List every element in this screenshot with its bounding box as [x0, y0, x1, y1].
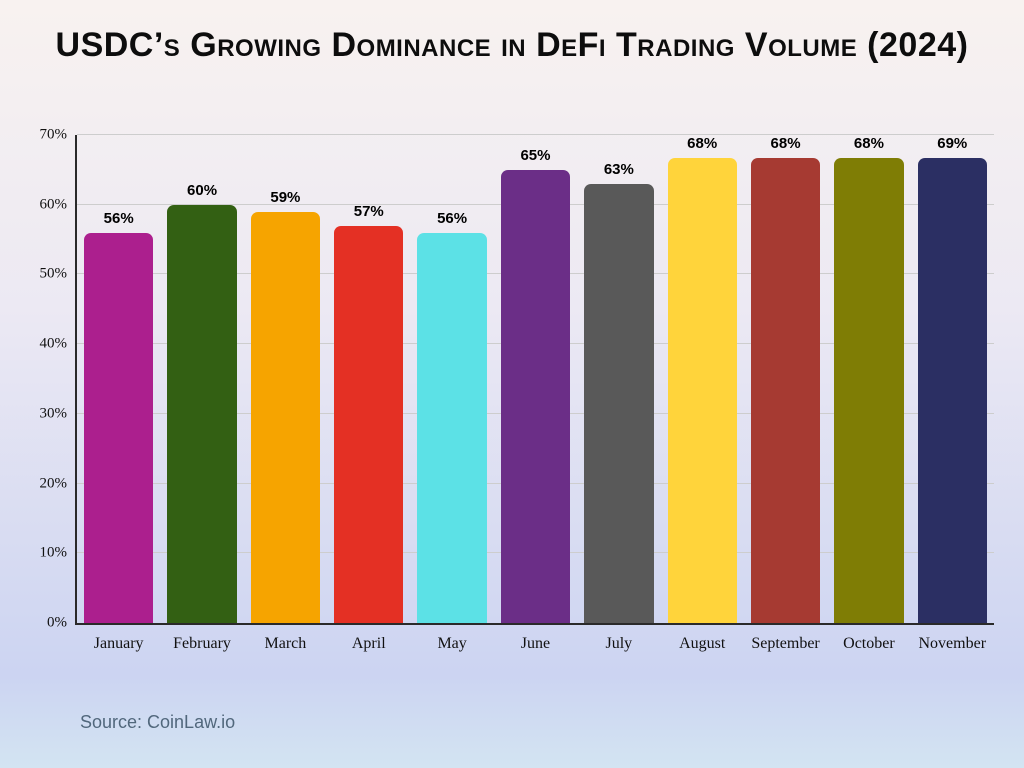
- bar-value-label: 63%: [603, 160, 634, 178]
- y-tick-label: 20%: [39, 475, 68, 492]
- bar-value-label: 68%: [687, 135, 718, 152]
- gridline: [77, 134, 994, 135]
- bar: [500, 169, 571, 623]
- source-caption: Source: CoinLaw.io: [80, 712, 236, 732]
- bar-value-label: 65%: [520, 146, 551, 164]
- y-tick-label: 10%: [39, 544, 68, 561]
- x-tick-label: October: [843, 635, 895, 652]
- bar-item: 69% November: [917, 135, 987, 652]
- bar-value-label: 56%: [103, 209, 134, 227]
- bar-item: 65% June: [500, 135, 571, 652]
- y-tick-label: 30%: [39, 405, 68, 422]
- x-tick-label: June: [520, 635, 551, 652]
- y-tick-label: 50%: [39, 265, 68, 282]
- bar-value-label: 60%: [187, 181, 218, 199]
- bars-container: 56% January 60% February 59% March 57% April 56%…: [77, 135, 994, 652]
- bar: [250, 211, 321, 623]
- bar-value-label: 59%: [270, 188, 301, 206]
- bar-value-label: 56%: [437, 209, 468, 227]
- x-tick-label: March: [264, 635, 307, 652]
- y-tick-label: 60%: [39, 196, 68, 213]
- bar: [584, 183, 654, 623]
- chart-title: USDC’s Growing Dominance in DeFi Trading…: [55, 26, 969, 64]
- x-tick-label: January: [93, 635, 144, 652]
- bar-item: 63% July: [584, 135, 654, 652]
- bar-item: 68% September: [750, 135, 821, 652]
- bar-value-label: 68%: [853, 135, 884, 152]
- bar-item: 56% May: [417, 135, 487, 652]
- y-tick-label: 70%: [39, 126, 68, 143]
- bar: [917, 158, 987, 623]
- bar-item: 68% October: [834, 135, 904, 652]
- bar-item: 60% February: [167, 135, 237, 652]
- bar: [167, 204, 237, 623]
- x-tick-label: August: [679, 635, 726, 652]
- x-tick-label: September: [751, 635, 820, 652]
- bar-value-label: 68%: [770, 135, 801, 152]
- x-tick-label: July: [605, 635, 633, 652]
- x-tick-label: November: [918, 635, 987, 652]
- bar: [334, 225, 404, 623]
- bar: [834, 158, 904, 623]
- bar-value-label: 57%: [353, 202, 384, 220]
- bar-item: 57% April: [334, 135, 404, 652]
- bar-chart: 0% 10% 20% 30% 40% 50% 60% 70% 56% January 60% Feb…: [40, 127, 994, 652]
- bar-item: 56% January: [84, 135, 154, 652]
- bar-item: 59% March: [250, 135, 321, 652]
- bar: [750, 158, 821, 623]
- y-tick-label: 40%: [39, 335, 68, 352]
- x-tick-label: February: [173, 635, 231, 652]
- bar-item: 68% August: [667, 135, 737, 652]
- bar: [84, 232, 154, 623]
- bar: [417, 232, 487, 623]
- x-tick-label: April: [351, 635, 386, 652]
- bar-value-label: 69%: [937, 135, 968, 152]
- x-tick-label: May: [437, 635, 467, 652]
- y-tick-label: 0%: [47, 614, 67, 631]
- bar: [667, 158, 737, 623]
